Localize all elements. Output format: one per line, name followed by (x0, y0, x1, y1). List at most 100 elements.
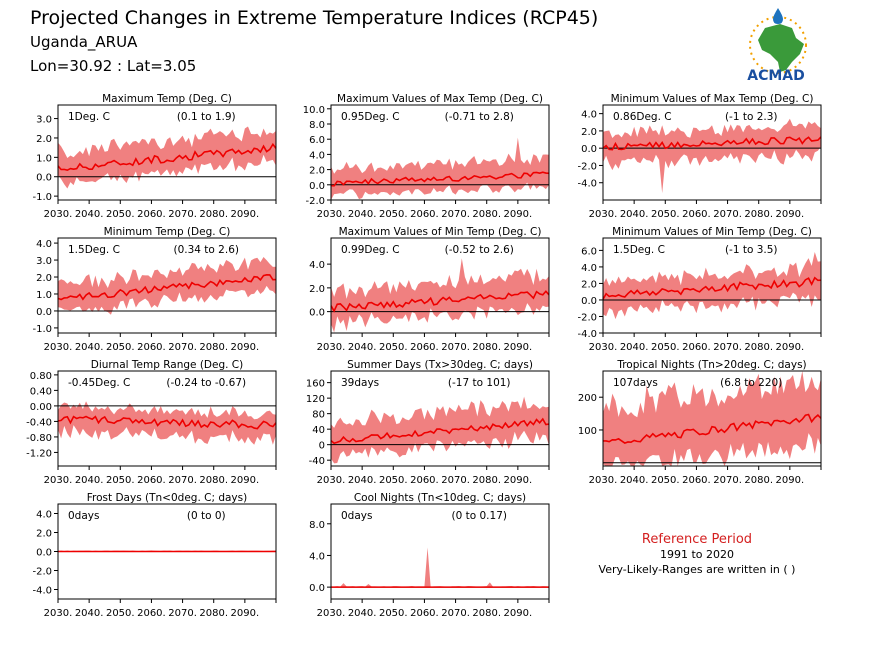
x-tick-label: 2080. (472, 475, 501, 486)
x-tick-label: 2090. (504, 342, 533, 353)
panel: 0.0 4.0 8.0 2030. 2040. 2050. 2060. 2070. 2080. 2… (309, 492, 550, 619)
panel: 0.0 2.0 4.0 2030. 2040. 2050. 2060. 2070. 2080. 2… (309, 226, 550, 353)
x-tick-label: 2090. (776, 342, 805, 353)
x-tick-label: 2050. (379, 342, 408, 353)
x-tick-label: 2030. (589, 475, 618, 486)
x-tick-label: 2050. (651, 209, 680, 220)
x-tick-label: 2090. (231, 475, 260, 486)
plot-frame (330, 370, 550, 467)
change-label: 107days (613, 377, 658, 389)
range-band (58, 126, 276, 189)
africa-map-icon (758, 24, 804, 72)
change-label: 39days (341, 377, 379, 389)
sun-icon (749, 16, 807, 74)
x-tick-label: 2060. (410, 342, 439, 353)
y-tick-label: -2.0 (577, 312, 597, 323)
y-tick-label: -2.0 (305, 196, 325, 207)
plot-frame (602, 370, 822, 467)
median-line (330, 171, 550, 187)
panel-title: Maximum Values of Min Temp (Deg. C) (339, 226, 542, 238)
y-tick-label: 100 (578, 426, 597, 437)
x-tick-label: 2090. (231, 608, 260, 619)
plot-frame (57, 237, 277, 334)
x-tick-label: 2050. (379, 209, 408, 220)
y-tick-label: 8.0 (309, 520, 325, 531)
acmad-logo-text: ACMAD (747, 68, 805, 84)
y-tick-label: 120 (306, 394, 325, 405)
x-tick-label: 2080. (744, 209, 773, 220)
x-tick-label: 2080. (472, 608, 501, 619)
plot-frame (330, 104, 550, 201)
panel: 100 200 2030. 2040. 2050. 2060. 2070. 2080. 2090… (578, 359, 822, 486)
range-band (58, 256, 276, 315)
y-tick-label: 2.0 (581, 127, 597, 138)
range-band (331, 137, 549, 200)
median-line (57, 415, 277, 430)
x-tick-label: 2030. (44, 342, 73, 353)
y-tick-label: 3.0 (36, 256, 52, 267)
change-label: 1.5Deg. C (613, 244, 665, 256)
y-tick-label: 0.0 (581, 144, 597, 155)
y-tick-label: 4.0 (581, 263, 597, 274)
range-label: (0 to 0.17) (452, 510, 507, 522)
x-tick-label: 2040. (75, 608, 104, 619)
x-tick-label: 2070. (168, 342, 197, 353)
plot-frame (330, 237, 550, 334)
plot-frame (602, 104, 822, 201)
acmad-logo: ACMAD (747, 8, 807, 84)
x-tick-label: 2060. (410, 475, 439, 486)
y-tick-label: 200 (578, 393, 597, 404)
change-label: 0days (341, 510, 372, 522)
range-label: (0 to 0) (187, 510, 226, 522)
x-tick-label: 2060. (682, 475, 711, 486)
x-tick-label: 2080. (199, 342, 228, 353)
y-tick-label: 2.0 (36, 529, 52, 540)
panel: -4.0 -2.0 0.0 2.0 4.0 2030. 2040. 2050. 2060. 207… (577, 93, 822, 220)
range-label: (-1 to 3.5) (725, 244, 778, 256)
panel: -1.20 -0.80 -0.40 0.00 0.40 0.80 2030. 2040. 205… (26, 359, 277, 486)
x-tick-label: 2050. (379, 475, 408, 486)
y-tick-label: 0.0 (309, 583, 325, 594)
x-tick-label: 2040. (348, 475, 377, 486)
range-label: (-0.71 to 2.8) (445, 111, 514, 123)
x-tick-label: 2030. (589, 342, 618, 353)
x-tick-label: 2060. (137, 608, 166, 619)
plot-frame (57, 370, 277, 467)
y-tick-label: -1.0 (32, 324, 52, 335)
x-tick-label: 2030. (317, 475, 346, 486)
y-tick-label: -0.80 (26, 433, 52, 444)
x-tick-label: 2040. (620, 475, 649, 486)
panel-title: Maximum Values of Max Temp (Deg. C) (337, 93, 543, 105)
x-tick-label: 2070. (168, 608, 197, 619)
range-band (331, 258, 549, 333)
change-label: 0.86Deg. C (613, 111, 672, 123)
x-tick-label: 2080. (199, 608, 228, 619)
y-tick-label: 2.0 (36, 134, 52, 145)
range-label: (-0.24 to -0.67) (166, 377, 246, 389)
y-tick-label: 3.0 (36, 115, 52, 126)
x-tick-label: 2060. (410, 608, 439, 619)
x-tick-label: 2080. (472, 209, 501, 220)
x-tick-label: 2040. (75, 475, 104, 486)
x-tick-label: 2070. (441, 342, 470, 353)
y-tick-label: 2.0 (309, 284, 325, 295)
x-tick-label: 2070. (441, 475, 470, 486)
x-tick-label: 2090. (504, 209, 533, 220)
median-line (330, 417, 550, 445)
y-tick-label: -2.0 (577, 161, 597, 172)
y-tick-label: 1.0 (36, 153, 52, 164)
y-tick-label: 4.0 (309, 150, 325, 161)
x-tick-label: 2030. (44, 209, 73, 220)
y-tick-label: 0.0 (309, 181, 325, 192)
x-tick-label: 2030. (44, 475, 73, 486)
y-tick-label: 2.0 (36, 273, 52, 284)
x-tick-label: 2060. (137, 209, 166, 220)
y-tick-label: 4.0 (309, 551, 325, 562)
x-tick-label: 2050. (106, 608, 135, 619)
x-tick-label: 2090. (231, 209, 260, 220)
x-tick-label: 2030. (317, 608, 346, 619)
